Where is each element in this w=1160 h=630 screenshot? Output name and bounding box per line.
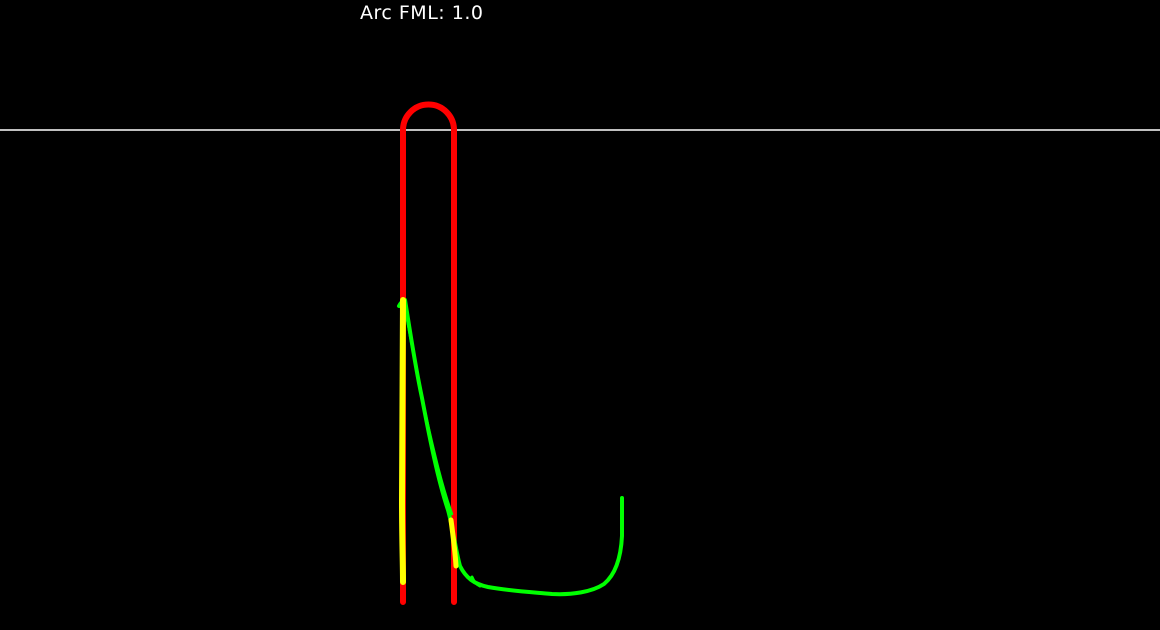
fitted-curve-tail — [472, 577, 480, 586]
probe-outline — [403, 105, 454, 603]
overlap-segment-left — [402, 300, 403, 582]
